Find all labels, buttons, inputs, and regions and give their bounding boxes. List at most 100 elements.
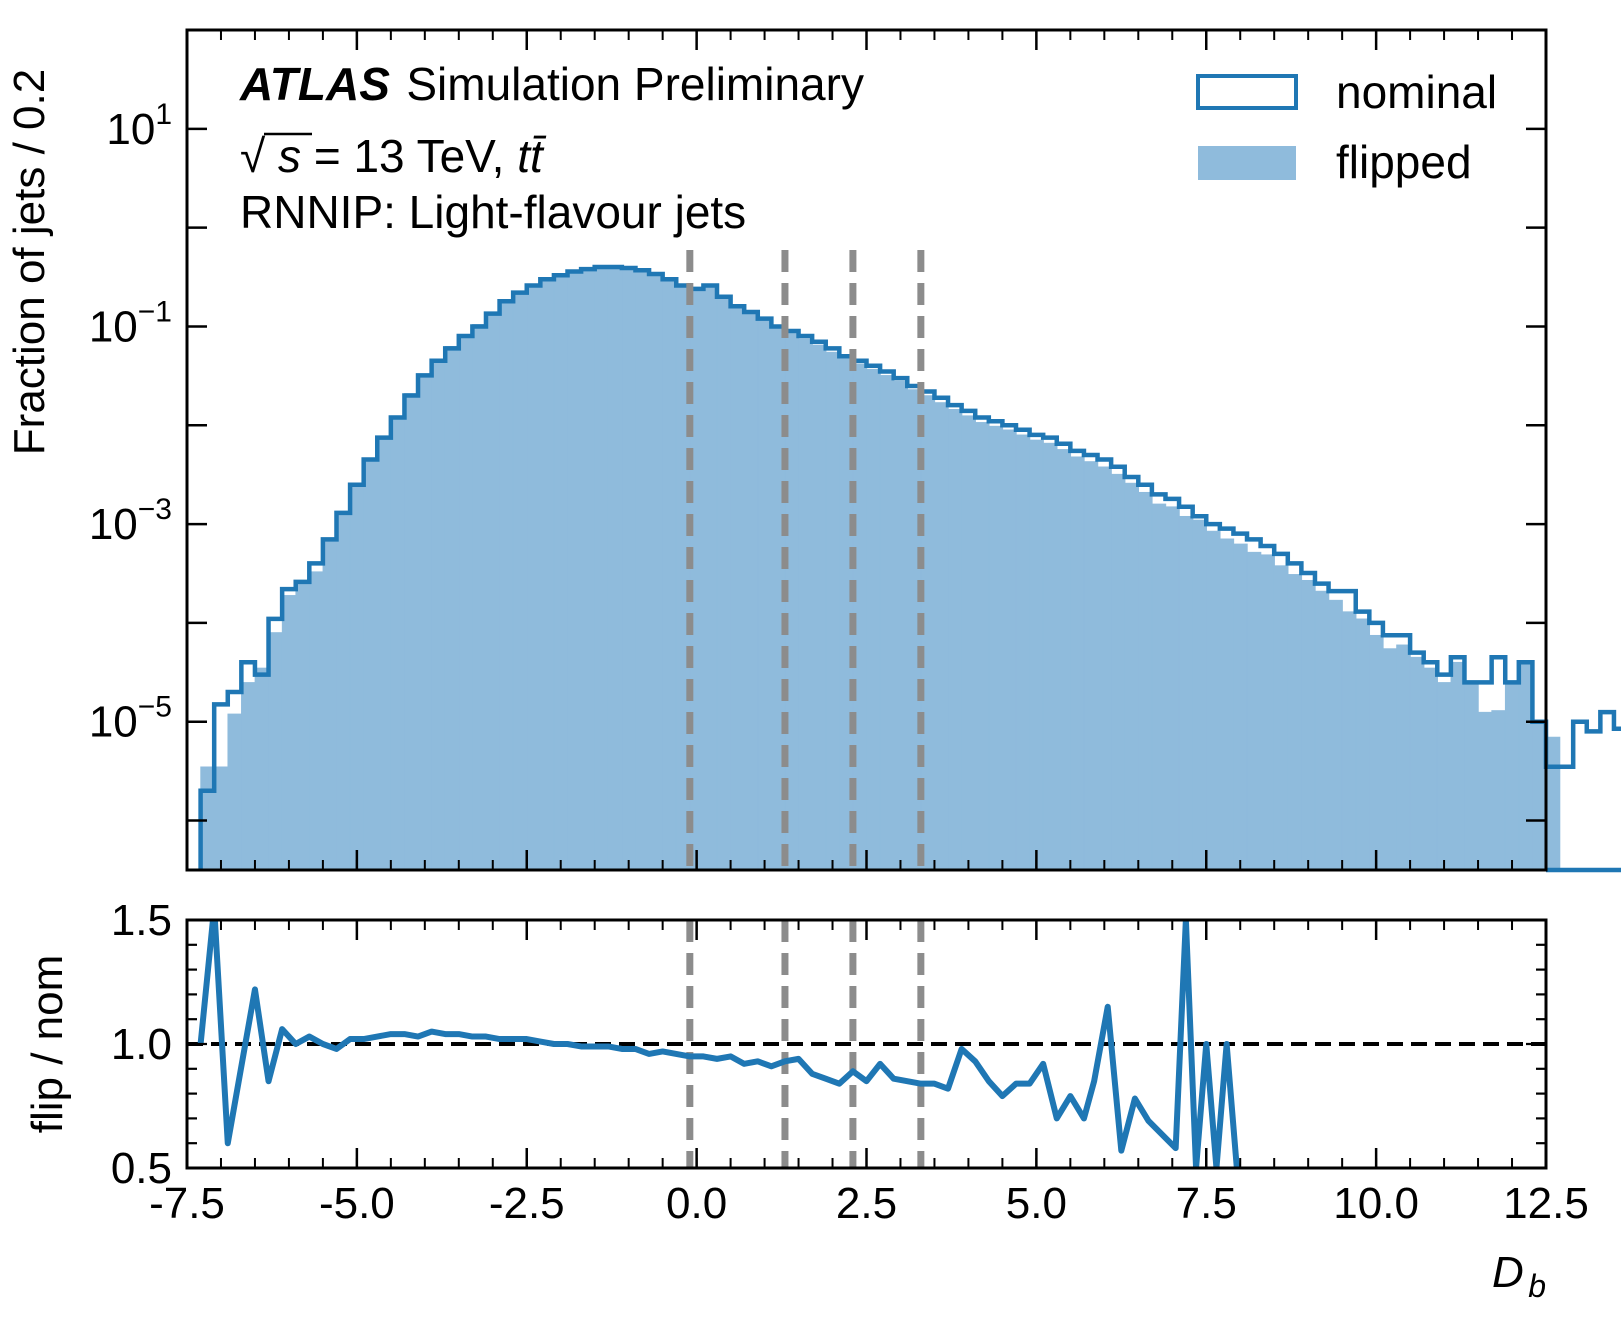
flipped-bar [893, 380, 908, 871]
flipped-bar [594, 266, 609, 871]
flipped-bar [757, 320, 773, 871]
ratio-y-tick-label: 1.5 [111, 896, 172, 945]
flipped-bar [1423, 667, 1438, 871]
flipped-bar [1097, 466, 1112, 871]
flipped-bar [540, 278, 555, 871]
main-plot-frame [185, 28, 1548, 872]
flipped-bar [879, 375, 895, 871]
flipped-bar [336, 510, 351, 871]
flipped-bar [866, 368, 881, 871]
flipped-bar [349, 484, 365, 871]
main-y-axis-title: Fraction of jets / 0.2 [5, 69, 54, 455]
flipped-bar [295, 583, 311, 871]
flipped-bar [1138, 491, 1153, 871]
x-axis-title-sub: b [1528, 1268, 1546, 1304]
flipped-bar [934, 402, 949, 871]
flipped-bar [1450, 661, 1466, 871]
flipped-bar [798, 338, 813, 871]
flipped-bar [1341, 611, 1357, 871]
flipped-bar [1491, 710, 1506, 871]
flipped-bar [1436, 682, 1452, 871]
flipped-bar [988, 425, 1004, 871]
tick-exponent: −1 [138, 295, 172, 328]
flipped-bar [363, 458, 378, 871]
flipped-bar [743, 313, 759, 871]
flipped-bar [1382, 648, 1398, 871]
flipped-bar [1504, 682, 1520, 871]
x-tick-label: 12.5 [1503, 1179, 1589, 1228]
flipped-bar [241, 682, 256, 871]
ratio-y-tick-labels: 0.5 1.0 1.5 [111, 896, 172, 1193]
flipped-bar [227, 713, 243, 871]
ratio-y-tick-label: 1.0 [111, 1020, 172, 1069]
ratio-y-tick-label: 0.5 [111, 1144, 172, 1193]
ratio-polyline [197, 920, 1240, 1168]
flipped-bar [1110, 473, 1126, 871]
ratio-series [197, 920, 1240, 1168]
tick-exponent: 1 [155, 98, 172, 131]
flipped-bar [376, 436, 392, 871]
x-tick-label: 10.0 [1333, 1179, 1419, 1228]
atlas-status-text: Simulation Preliminary [406, 58, 864, 110]
flipped-bar [1355, 618, 1371, 871]
flipped-bar [825, 351, 841, 871]
flipped-bar [417, 373, 433, 871]
sample-label: RNNIP: Light-flavour jets [240, 186, 746, 238]
flipped-bar [607, 266, 623, 871]
flipped-bar [1464, 682, 1479, 871]
legend-nominal-label: nominal [1336, 66, 1497, 118]
x-tick-label: -5.0 [319, 1179, 395, 1228]
flipped-bar [1124, 482, 1139, 871]
flipped-bar [1178, 515, 1194, 871]
flipped-histogram [200, 266, 1561, 871]
flipped-bar [1070, 456, 1085, 871]
energy-text: = 13 TeV, [314, 130, 517, 182]
flipped-bar [1273, 565, 1289, 871]
flipped-bar [390, 415, 406, 871]
flipped-bar [1396, 644, 1411, 871]
flipped-bar [730, 307, 745, 871]
tick-exponent: −3 [138, 493, 172, 526]
flipped-bar [526, 284, 542, 871]
flipped-bar [1328, 599, 1343, 871]
flipped-bar [621, 267, 637, 871]
flipped-bar [1219, 538, 1235, 871]
process-text: tt̄ [517, 130, 547, 182]
tick-base: 10 [89, 500, 138, 549]
nominal-histogram [198, 264, 1621, 873]
flipped-bar [485, 311, 501, 871]
flipped-bar [1151, 503, 1167, 871]
flipped-bar [703, 285, 718, 871]
flipped-bar [1056, 449, 1072, 871]
energy-s: s [278, 130, 301, 182]
flipped-bar [716, 297, 732, 871]
tick-base: 10 [89, 698, 138, 747]
flipped-bar [947, 409, 963, 871]
x-tick-label: -7.5 [149, 1179, 225, 1228]
flipped-bar [1029, 439, 1044, 871]
main-y-tick-label: 10−3 [89, 493, 172, 549]
flipped-bar [580, 268, 596, 871]
main-y-tick-label: 10−1 [89, 295, 172, 351]
main-y-tick-label: 101 [106, 98, 172, 154]
flipped-bar [1287, 574, 1303, 871]
flipped-bar [512, 291, 528, 871]
flipped-bar [974, 422, 990, 871]
flipped-bar [404, 393, 419, 871]
flipped-bar [472, 324, 487, 871]
flipped-bar [553, 274, 569, 871]
tick-base: 10 [106, 105, 155, 154]
x-tick-labels: -7.5 -5.0 -2.5 0.0 2.5 5.0 7.5 10.0 12.5 [149, 1179, 1589, 1228]
ratio-plot-frame [185, 918, 1548, 1170]
flipped-bar [1314, 590, 1330, 871]
flipped-bar [1002, 429, 1017, 871]
flipped-bar [1260, 554, 1275, 871]
flipped-bar [254, 667, 270, 871]
flipped-bar [1205, 530, 1221, 871]
legend: nominal flipped [1196, 66, 1497, 188]
flipped-bar [662, 279, 677, 871]
flipped-bar [648, 273, 664, 871]
flipped-bar [1477, 711, 1493, 871]
x-tick-label: 7.5 [1176, 1179, 1237, 1228]
